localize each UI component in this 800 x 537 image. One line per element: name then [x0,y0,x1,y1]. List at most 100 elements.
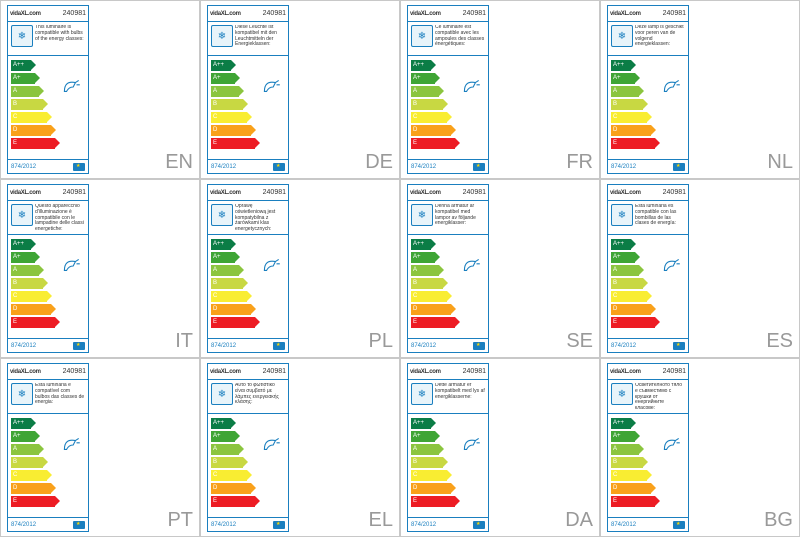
energy-bars-chart: A++A+ABCDE [408,414,488,517]
language-code: PT [167,509,193,532]
energy-bars-chart: A++A+ABCDE [608,235,688,338]
energy-label-cell: vidaXL.com240981❄Esta luminaria es compa… [600,179,800,358]
energy-label-card: vidaXL.com240981❄Oprawę oświetleniową je… [207,184,289,353]
card-footer: 874/2012 [208,159,288,173]
card-footer: 874/2012 [408,159,488,173]
sku-text: 240981 [263,189,286,196]
brand-text: vidaXL.com [610,369,641,375]
card-footer: 874/2012 [8,517,88,531]
energy-bars-chart: A++A+ABCDE [408,235,488,338]
energy-bars-chart: A++A+ABCDE [8,235,88,338]
sku-text: 240981 [463,368,486,375]
energy-bars-chart: A++A+ABCDE [8,56,88,159]
card-description-row: ❄Denna armatur är kompatibel med lampor … [408,201,488,235]
compatibility-text: Deze lamp is geschikt voor peren van de … [635,25,685,52]
energy-bars-chart: A++A+ABCDE [608,414,688,517]
card-footer: 874/2012 [608,517,688,531]
eu-flag-icon [273,163,285,171]
language-code: DA [565,509,593,532]
energy-label-cell: vidaXL.com240981 ❄This luminaire is compa… [0,0,200,179]
energy-label-cell: vidaXL.com240981❄Oprawę oświetleniową je… [200,179,400,358]
eu-flag-icon [273,521,285,529]
card-header: vidaXL.com240981 [8,185,88,201]
energy-label-card: vidaXL.com240981❄Diese Leuchte ist kompa… [207,5,289,174]
eu-flag-icon [73,163,85,171]
compatibility-text: Esta luminária é compatível com bulbos d… [35,383,85,410]
card-header: vidaXL.com 240981 [408,364,488,380]
brand-text: vidaXL.com [610,11,641,17]
eu-flag-icon [673,521,685,529]
eu-flag-icon [473,521,485,529]
snowflake-icon: ❄ [11,25,33,47]
card-footer: 874/2012 [608,159,688,173]
card-description-row: ❄Questo apparecchio d'illuminazione è co… [8,201,88,235]
card-header: vidaXL.com240981 [608,185,688,201]
card-header: vidaXL.com240981 [8,364,88,380]
card-footer: 874/2012 [208,517,288,531]
card-footer: 874/2012 [8,338,88,352]
snowflake-icon: ❄ [611,25,633,47]
sku-text: 240981 [263,10,286,17]
card-header: vidaXL.com240981 [408,185,488,201]
compatibility-text: This luminaire is compatible with bulbs … [35,25,85,52]
language-code: BG [764,509,793,532]
compatibility-text: Denna armatur är kompatibel med lampor a… [435,204,485,231]
card-footer: 874/2012 [8,159,88,173]
card-description-row: ❄Esta luminária é compatível com bulbos … [8,380,88,414]
energy-label-cell: vidaXL.com240981❄Ce luminaire est compat… [400,0,600,179]
energy-bars-chart: A++A+ABCDE [8,414,88,517]
brand-text: vidaXL.com [210,190,241,196]
energy-bars-chart: A++A+ABCDE [208,56,288,159]
energy-label-card: vidaXL.com240981 ❄This luminaire is compa… [7,5,89,174]
compatibility-text: Осветителното тяло е съвместимо с крушки… [635,383,685,410]
language-code: NL [767,151,793,174]
card-header: vidaXL.com240981 [608,6,688,22]
card-header: vidaXL.com240981 [8,6,88,22]
regulation-text: 874/2012 [411,343,436,349]
eu-flag-icon [73,521,85,529]
brand-text: vidaXL.com [410,369,441,375]
compatibility-text: Diese Leuchte ist kompatibel mit den Leu… [235,25,285,52]
energy-label-card: vidaXL.com240981❄Ce luminaire est compat… [407,5,489,174]
language-code: FR [566,151,593,174]
language-code: DE [365,151,393,174]
language-code: EN [165,151,193,174]
brand-text: vidaXL.com [10,11,41,17]
card-footer: 874/2012 [608,338,688,352]
regulation-text: 874/2012 [11,164,36,170]
energy-label-card: vidaXL.com240981❄Esta luminaria es compa… [607,184,689,353]
compatibility-text: Αυτό το φωτιστικό είναι συμβατό με λάμπε… [235,383,285,410]
eu-flag-icon [673,342,685,350]
language-code: ES [766,330,793,353]
eu-flag-icon [673,163,685,171]
eu-flag-icon [273,342,285,350]
regulation-text: 874/2012 [211,343,236,349]
card-footer: 874/2012 [408,517,488,531]
card-description-row: ❄Deze lamp is geschikt voor peren van de… [608,22,688,56]
sku-text: 240981 [63,368,86,375]
regulation-text: 874/2012 [211,522,236,528]
snowflake-icon: ❄ [611,383,633,405]
regulation-text: 874/2012 [11,343,36,349]
sku-text: 240981 [63,189,86,196]
energy-label-card: vidaXL.com240981❄Deze lamp is geschikt v… [607,5,689,174]
eu-flag-icon [473,163,485,171]
compatibility-text: Dette armatur er kompatibelt med lys af … [435,383,485,410]
card-header: vidaXL.com 240981 [208,185,288,201]
compatibility-text: Ce luminaire est compatible avec les amp… [435,25,485,52]
card-header: vidaXL.com240981 [408,6,488,22]
regulation-text: 874/2012 [411,522,436,528]
energy-label-cell: vidaXL.com240981❄Αυτό το φωτιστικό είναι… [200,358,400,537]
language-code: IT [175,330,193,353]
card-description-row: ❄Diese Leuchte ist kompatibel mit den Le… [208,22,288,56]
energy-bars-chart: A++A+ABCDE [208,414,288,517]
regulation-text: 874/2012 [611,522,636,528]
regulation-text: 874/2012 [411,164,436,170]
brand-text: vidaXL.com [210,369,241,375]
regulation-text: 874/2012 [611,164,636,170]
energy-label-cell: vidaXL.com240981❄Dette armatur er kompat… [400,358,600,537]
sku-text: 240981 [663,368,686,375]
sku-text: 240981 [463,189,486,196]
snowflake-icon: ❄ [211,25,233,47]
eu-flag-icon [73,342,85,350]
